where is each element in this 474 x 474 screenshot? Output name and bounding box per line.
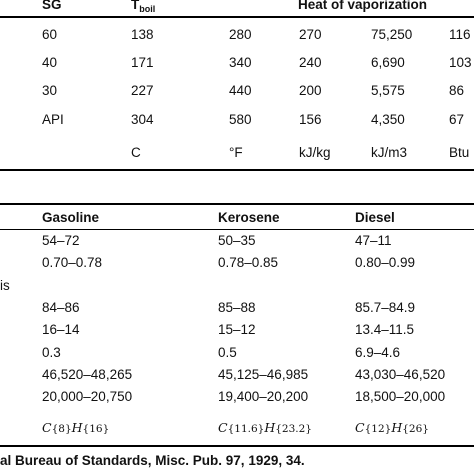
unit-label: Btu bbox=[449, 145, 470, 160]
header-kerosene: Kerosene bbox=[218, 210, 280, 225]
table-cell: 20,000–20,750 bbox=[42, 389, 133, 404]
header-heat-of-vaporization: Heat of vaporization bbox=[298, 0, 428, 12]
unit-label: kJ/kg bbox=[299, 145, 331, 160]
table-cell: 4,350 bbox=[371, 112, 405, 127]
formula-gasoline: C{8}H{16} bbox=[42, 420, 110, 435]
table-cell: 46,520–48,265 bbox=[42, 367, 133, 382]
table-cell: API bbox=[42, 112, 64, 127]
bottom-table-bottom-rule bbox=[0, 445, 474, 447]
table-cell: 0.78–0.85 bbox=[218, 255, 279, 270]
table-cell: 47–11 bbox=[355, 233, 392, 248]
table-cell: 304 bbox=[131, 112, 154, 127]
table-cell: 227 bbox=[131, 83, 154, 98]
table-cell: 103 bbox=[449, 55, 472, 70]
top-table-bottom-rule bbox=[0, 169, 474, 171]
table-cell: 0.70–0.78 bbox=[42, 255, 103, 270]
table-cell: 30 bbox=[42, 83, 58, 98]
header-tboil: Tboil bbox=[131, 0, 156, 14]
header-gasoline: Gasoline bbox=[42, 210, 100, 225]
bottom-table-top-rule bbox=[0, 203, 474, 205]
table-cell: 18,500–20,000 bbox=[355, 389, 446, 404]
bottom-table-header-rule bbox=[0, 229, 474, 230]
table-cell: 200 bbox=[299, 83, 322, 98]
table-cell: 0.5 bbox=[218, 345, 237, 360]
table-cell: 580 bbox=[229, 112, 252, 127]
table-cell: 13.4–11.5 bbox=[355, 322, 415, 337]
unit-label: °F bbox=[229, 145, 243, 160]
table-cell: 54–72 bbox=[42, 233, 80, 248]
table-cell: 340 bbox=[229, 55, 252, 70]
unit-label: C bbox=[131, 145, 141, 160]
top-table-header-rule bbox=[0, 16, 474, 18]
table-cell: 40 bbox=[42, 55, 58, 70]
table-cell: 67 bbox=[449, 112, 465, 127]
table-cell: 156 bbox=[299, 112, 322, 127]
table-cell: 5,575 bbox=[371, 83, 405, 98]
table-cell: 50–35 bbox=[218, 233, 256, 248]
source-note: al Bureau of Standards, Misc. Pub. 97, 1… bbox=[0, 453, 305, 468]
unit-label: kJ/m3 bbox=[371, 145, 408, 160]
table-cell: 280 bbox=[229, 27, 252, 42]
table-cell: 85.7–84.9 bbox=[355, 300, 416, 315]
table-cell: 138 bbox=[131, 27, 154, 42]
table-cell: 6,690 bbox=[371, 55, 405, 70]
table-cell: 0.80–0.99 bbox=[355, 255, 416, 270]
table-cell: 270 bbox=[299, 27, 322, 42]
header-sg: SG bbox=[42, 0, 62, 12]
header-diesel: Diesel bbox=[355, 210, 395, 225]
table-cell: 75,250 bbox=[371, 27, 413, 42]
table-cell: 84–86 bbox=[42, 300, 80, 315]
table-cell: 60 bbox=[42, 27, 58, 42]
table-cell: 19,400–20,200 bbox=[218, 389, 309, 404]
table-cell: 0.3 bbox=[42, 345, 61, 360]
table-cell: 43,030–46,520 bbox=[355, 367, 446, 382]
table-cell: 86 bbox=[449, 83, 465, 98]
table-cell: 6.9–4.6 bbox=[355, 345, 401, 360]
table-cell: 116 bbox=[449, 27, 471, 42]
table-cell: 440 bbox=[229, 83, 252, 98]
table-cell: 16–14 bbox=[42, 322, 80, 337]
row-label-fragment: is bbox=[0, 278, 10, 293]
table-cell: 171 bbox=[131, 55, 154, 70]
table-cell: 85–88 bbox=[218, 300, 256, 315]
formula-kerosene: C{11.6}H{23.2} bbox=[218, 420, 312, 435]
formula-diesel: C{12}H{26} bbox=[355, 420, 429, 435]
table-cell: 240 bbox=[299, 55, 322, 70]
table-cell: 15–12 bbox=[218, 322, 256, 337]
table-cell: 45,125–46,985 bbox=[218, 367, 309, 382]
